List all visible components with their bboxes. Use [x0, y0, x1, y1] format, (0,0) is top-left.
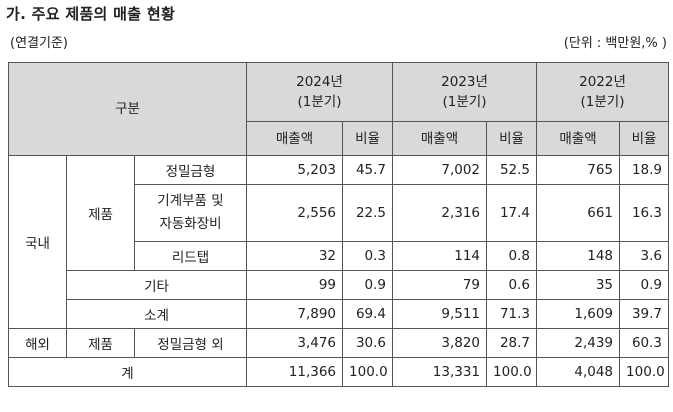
- cell-value: 52.5: [486, 155, 538, 185]
- cell-value: 661: [536, 184, 621, 242]
- period-label: (1분기): [297, 94, 342, 110]
- cell-value: 2,439: [536, 328, 621, 358]
- header-year-2024: 2024년 (1분기): [246, 62, 394, 122]
- table-row: 해외 제품 정밀금형 외 3,476 30.6 3,820 28.7 2,439…: [8, 328, 670, 358]
- cell-value: 2,316: [392, 184, 488, 242]
- total-label: 계: [7, 357, 248, 387]
- cell-value: 9,511: [392, 299, 488, 329]
- header-category: 구분: [7, 62, 248, 156]
- period-label: (1분기): [580, 94, 625, 110]
- cell-value: 0.3: [342, 241, 394, 271]
- header-row-metrics: 매출액 비율 매출액 비율 매출액 비율: [9, 121, 670, 156]
- row-label: 기계부품 및 자동화장비: [133, 184, 248, 242]
- row-label-line: 기계부품 및: [157, 193, 224, 209]
- row-label: 기타: [65, 270, 248, 300]
- cell-value: 79: [392, 270, 488, 300]
- year-label: 2024년: [296, 74, 343, 90]
- cell-value: 3,476: [246, 328, 344, 358]
- cell-value: 16.3: [619, 184, 670, 242]
- cell-value: 71.3: [486, 299, 538, 329]
- page-title: 가. 주요 제품의 매출 현황: [6, 5, 176, 23]
- cell-value: 69.4: [342, 299, 394, 329]
- cell-value: 2,556: [246, 184, 344, 242]
- cell-value: 32: [246, 241, 344, 271]
- cell-value: 18.9: [619, 155, 670, 185]
- row-label: 소계: [65, 299, 248, 329]
- cell-value: 99: [246, 270, 344, 300]
- cell-value: 765: [536, 155, 621, 185]
- cell-value: 3,820: [392, 328, 488, 358]
- cell-value: 0.6: [486, 270, 538, 300]
- cell-value: 60.3: [619, 328, 670, 358]
- row-label: 리드탭: [133, 241, 248, 271]
- cell-value: 4,048: [536, 357, 621, 387]
- year-label: 2023년: [441, 74, 488, 90]
- cell-value: 13,331: [392, 357, 488, 387]
- cell-value: 0.9: [342, 270, 394, 300]
- cell-value: 114: [392, 241, 488, 271]
- cell-value: 22.5: [342, 184, 394, 242]
- cell-value: 1,609: [536, 299, 621, 329]
- table-row: 국내 제품 정밀금형 5,203 45.7 7,002 52.5 765 18.…: [8, 155, 670, 329]
- sales-table: 구분 2024년 (1분기) 2023년 (1분기) 2022년 (1분기) 매…: [7, 62, 670, 387]
- table-row: 리드탭 32 0.3 114 0.8 148 3.6: [9, 241, 670, 271]
- header-sales: 매출액: [246, 121, 344, 156]
- cell-value: 100.0: [486, 357, 538, 387]
- table-row-total: 계 11,366 100.0 13,331 100.0 4,048 100.0: [7, 357, 670, 387]
- header-ratio: 비율: [342, 121, 394, 156]
- row-label: 정밀금형: [133, 155, 248, 185]
- basis-note: (연결기준): [10, 36, 68, 51]
- cell-value: 100.0: [619, 357, 670, 387]
- period-label: (1분기): [442, 94, 487, 110]
- unit-note: (단위 : 백만원,% ): [563, 36, 667, 51]
- overseas-label: 해외: [8, 328, 67, 358]
- header-sales: 매출액: [392, 121, 488, 156]
- cell-value: 0.9: [619, 270, 670, 300]
- cell-value: 28.7: [486, 328, 538, 358]
- cell-value: 7,002: [392, 155, 488, 185]
- row-label-line: 자동화장비: [159, 216, 222, 232]
- cell-value: 5,203: [246, 155, 344, 185]
- cell-value: 148: [536, 241, 621, 271]
- cell-value: 45.7: [342, 155, 394, 185]
- product-label: 제품: [66, 155, 135, 271]
- header-year-2022: 2022년 (1분기): [536, 62, 670, 122]
- domestic-label: 국내: [8, 155, 67, 329]
- table-row: 기타 99 0.9 79 0.6 35 0.9: [9, 270, 670, 300]
- year-label: 2022년: [579, 74, 626, 90]
- cell-value: 11,366: [246, 357, 344, 387]
- cell-value: 3.6: [619, 241, 670, 271]
- cell-value: 100.0: [342, 357, 394, 387]
- cell-value: 17.4: [486, 184, 538, 242]
- cell-value: 35: [536, 270, 621, 300]
- header-sales: 매출액: [536, 121, 621, 156]
- cell-value: 39.7: [619, 299, 670, 329]
- cell-value: 0.8: [486, 241, 538, 271]
- table-row: 소계 7,890 69.4 9,511 71.3 1,609 39.7: [9, 299, 670, 329]
- cell-value: 7,890: [246, 299, 344, 329]
- row-label: 정밀금형 외: [133, 328, 248, 358]
- header-ratio: 비율: [486, 121, 538, 156]
- header-year-2023: 2023년 (1분기): [392, 62, 538, 122]
- cell-value: 30.6: [342, 328, 394, 358]
- header-ratio: 비율: [619, 121, 670, 156]
- product-label: 제품: [66, 328, 135, 358]
- header-row-years: 구분 2024년 (1분기) 2023년 (1분기) 2022년 (1분기): [7, 62, 670, 156]
